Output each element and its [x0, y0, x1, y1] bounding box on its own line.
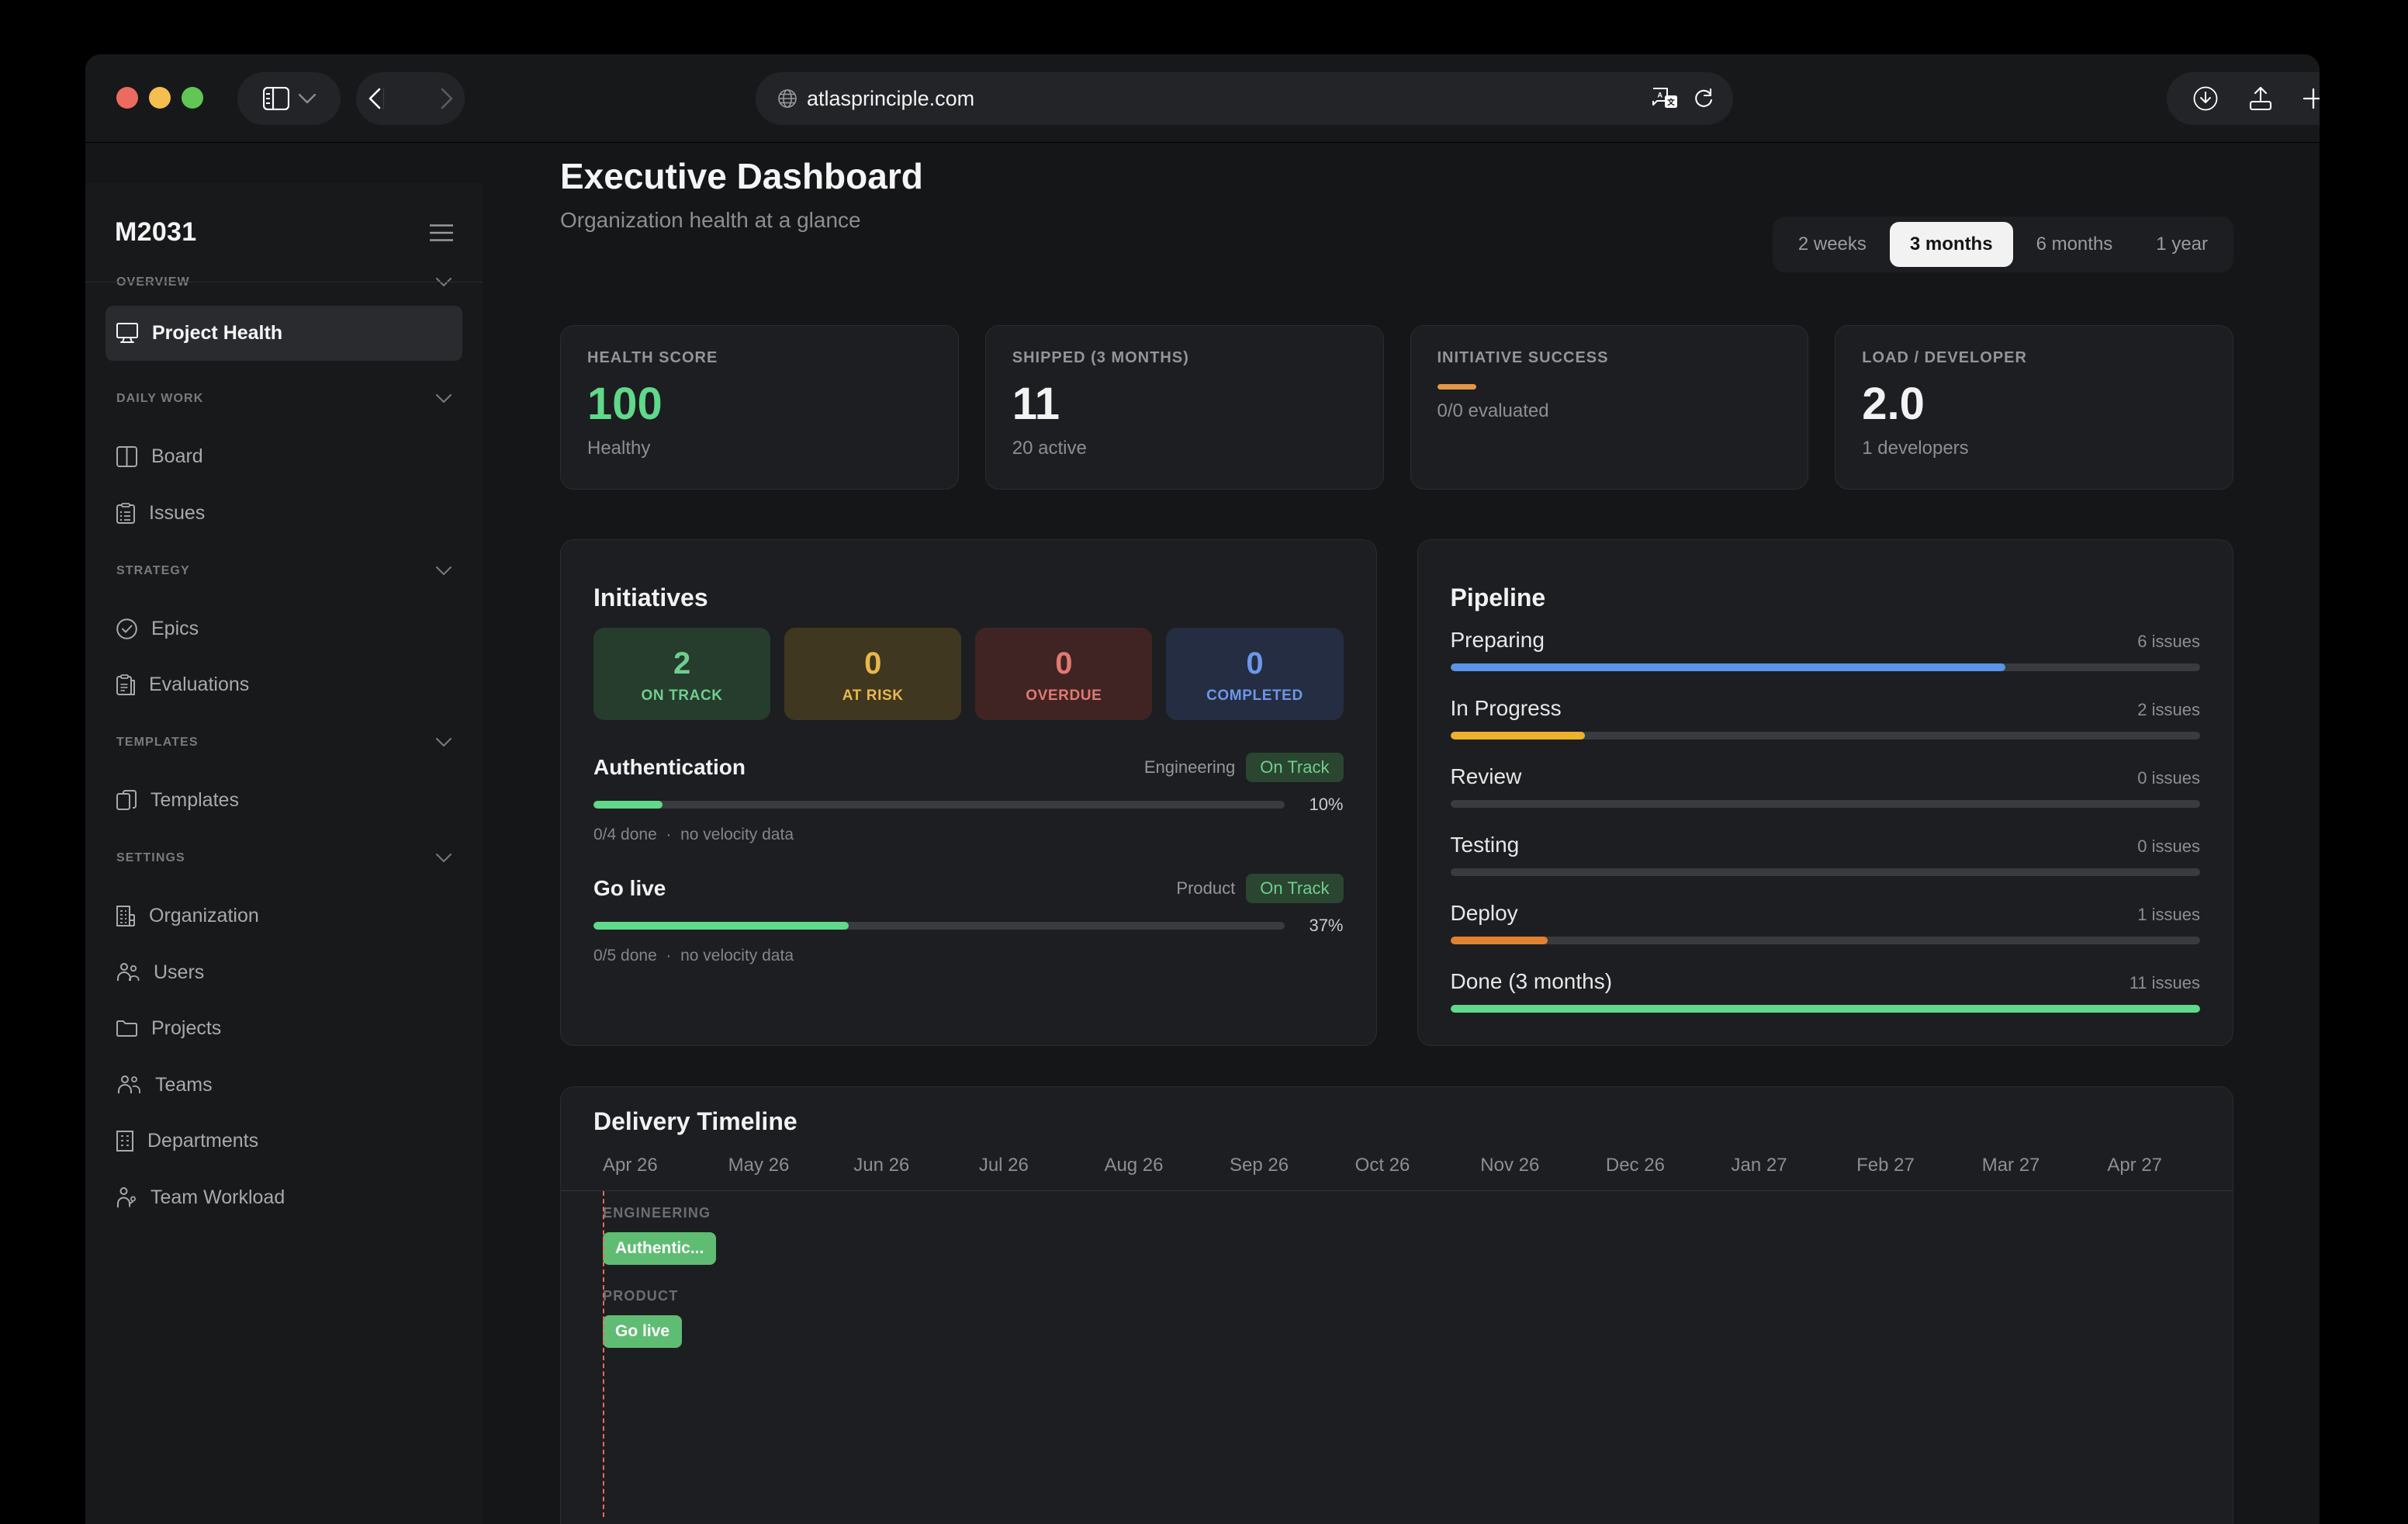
svg-text:A: A — [1658, 92, 1663, 99]
svg-text:文: 文 — [1666, 98, 1675, 107]
